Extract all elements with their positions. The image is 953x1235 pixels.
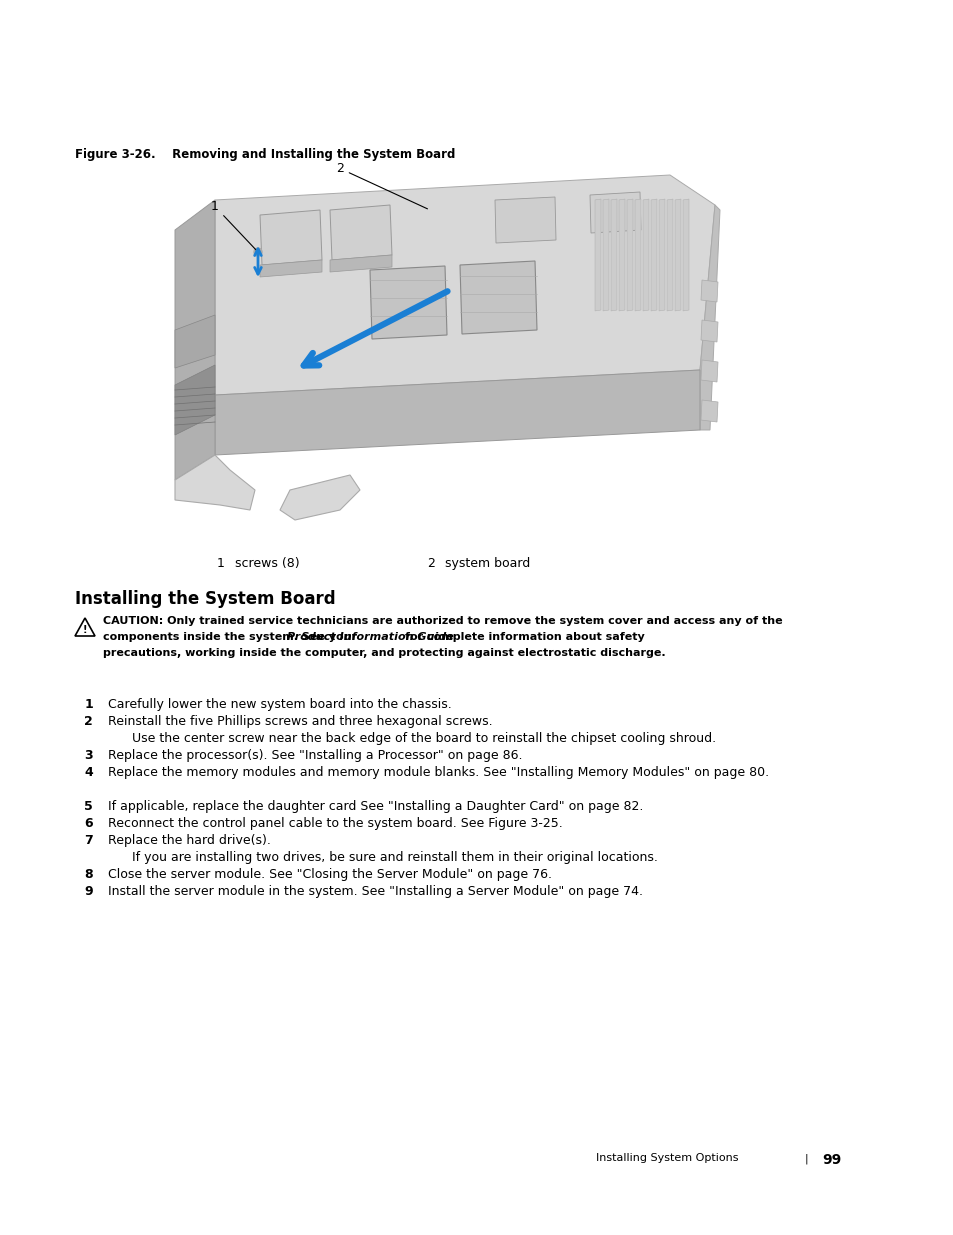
- Text: 4: 4: [84, 766, 92, 779]
- Text: for complete information about safety: for complete information about safety: [405, 632, 644, 642]
- Polygon shape: [214, 370, 700, 454]
- Polygon shape: [700, 359, 718, 382]
- Text: 2: 2: [427, 557, 435, 571]
- Text: 6: 6: [84, 818, 92, 830]
- Polygon shape: [174, 315, 214, 368]
- Text: Installing the System Board: Installing the System Board: [75, 590, 335, 608]
- Polygon shape: [700, 205, 720, 430]
- Text: 1: 1: [84, 698, 92, 711]
- Polygon shape: [682, 199, 688, 311]
- Circle shape: [255, 249, 260, 254]
- Text: Install the server module in the system. See "Installing a Server Module" on pag: Install the server module in the system.…: [108, 885, 642, 898]
- Text: Installing System Options: Installing System Options: [596, 1153, 738, 1163]
- Polygon shape: [214, 175, 714, 395]
- Text: If you are installing two drives, be sure and reinstall them in their original l: If you are installing two drives, be sur…: [132, 851, 658, 864]
- Text: Close the server module. See "Closing the Server Module" on page 76.: Close the server module. See "Closing th…: [108, 868, 552, 881]
- Polygon shape: [700, 400, 718, 422]
- Text: |: |: [804, 1153, 808, 1163]
- Polygon shape: [642, 199, 648, 311]
- Text: screws (8): screws (8): [234, 557, 299, 571]
- Text: 8: 8: [84, 868, 92, 881]
- Text: Replace the processor(s). See "Installing a Processor" on page 86.: Replace the processor(s). See "Installin…: [108, 748, 522, 762]
- Text: 1: 1: [217, 557, 225, 571]
- Polygon shape: [618, 199, 624, 311]
- Text: 3: 3: [84, 748, 92, 762]
- Polygon shape: [260, 261, 322, 277]
- Text: system board: system board: [444, 557, 530, 571]
- Text: !: !: [83, 625, 87, 635]
- Text: components inside the system. See your: components inside the system. See your: [103, 632, 360, 642]
- Polygon shape: [610, 199, 617, 311]
- Text: 5: 5: [84, 800, 92, 813]
- Text: Replace the memory modules and memory module blanks. See "Installing Memory Modu: Replace the memory modules and memory mo…: [108, 766, 768, 779]
- Text: If applicable, replace the daughter card See "Installing a Daughter Card" on pag: If applicable, replace the daughter card…: [108, 800, 642, 813]
- Text: Product Information Guide: Product Information Guide: [287, 632, 454, 642]
- Text: Figure 3-26.    Removing and Installing the System Board: Figure 3-26. Removing and Installing the…: [75, 148, 455, 161]
- Circle shape: [253, 248, 262, 256]
- Text: Carefully lower the new system board into the chassis.: Carefully lower the new system board int…: [108, 698, 452, 711]
- Polygon shape: [666, 199, 672, 311]
- Polygon shape: [595, 199, 600, 311]
- Text: 1: 1: [211, 200, 255, 249]
- Text: 2: 2: [84, 715, 92, 727]
- Polygon shape: [174, 454, 254, 510]
- Text: Use the center screw near the back edge of the board to reinstall the chipset co: Use the center screw near the back edge …: [132, 732, 716, 745]
- Polygon shape: [675, 199, 680, 311]
- Polygon shape: [370, 266, 447, 338]
- Polygon shape: [75, 618, 95, 636]
- Polygon shape: [330, 205, 392, 261]
- Text: 2: 2: [335, 162, 427, 209]
- Polygon shape: [589, 191, 640, 233]
- Polygon shape: [626, 199, 633, 311]
- Text: Replace the hard drive(s).: Replace the hard drive(s).: [108, 834, 271, 847]
- Polygon shape: [700, 320, 718, 342]
- Text: CAUTION: Only trained service technicians are authorized to remove the system co: CAUTION: Only trained service technician…: [103, 616, 781, 626]
- Text: precautions, working inside the computer, and protecting against electrostatic d: precautions, working inside the computer…: [103, 648, 665, 658]
- Polygon shape: [260, 210, 322, 266]
- Polygon shape: [174, 366, 214, 435]
- Text: Reinstall the five Phillips screws and three hexagonal screws.: Reinstall the five Phillips screws and t…: [108, 715, 492, 727]
- Text: 7: 7: [84, 834, 92, 847]
- Polygon shape: [495, 198, 556, 243]
- Polygon shape: [635, 199, 640, 311]
- Text: 99: 99: [821, 1153, 841, 1167]
- Polygon shape: [330, 254, 392, 272]
- Polygon shape: [650, 199, 657, 311]
- Polygon shape: [700, 280, 718, 303]
- Polygon shape: [174, 200, 214, 480]
- Text: 9: 9: [84, 885, 92, 898]
- Polygon shape: [602, 199, 608, 311]
- Text: Reconnect the control panel cable to the system board. See Figure 3-25.: Reconnect the control panel cable to the…: [108, 818, 562, 830]
- Polygon shape: [659, 199, 664, 311]
- Polygon shape: [280, 475, 359, 520]
- Polygon shape: [459, 261, 537, 333]
